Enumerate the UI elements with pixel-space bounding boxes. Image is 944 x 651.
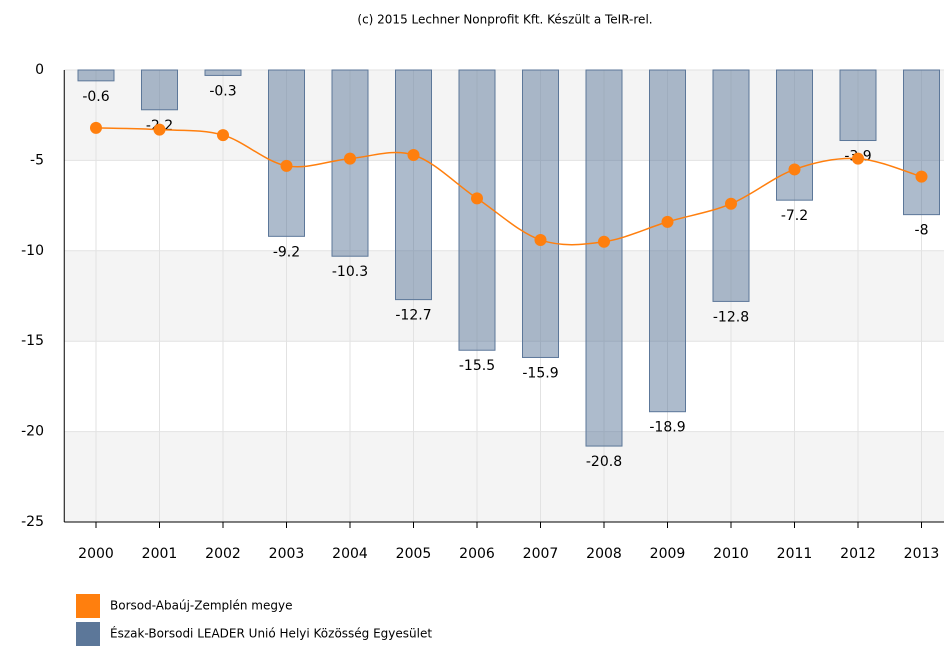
point [852,152,864,165]
y-tick-label: -20 [21,424,44,440]
x-tick-label: 2003 [269,546,305,562]
bar [903,69,940,216]
x-tick-label: 2012 [840,546,876,562]
point [788,163,801,176]
point [153,123,166,136]
legend-swatch [76,622,100,646]
data-label: -20.8 [586,454,622,470]
point [725,197,737,210]
bar [77,69,115,82]
x-tick-label: 2004 [332,546,368,562]
x-tick-label: 2011 [777,546,813,562]
y-tick-label: -25 [21,514,44,530]
point [344,152,356,165]
legend-label: Borsod-Abaúj-Zemplén megye [110,599,292,613]
x-tick-label: 2010 [713,546,749,562]
data-label: -9.2 [273,244,300,260]
bar [522,69,559,358]
x-tick-label: 2009 [650,546,686,562]
x-tick-label: 2008 [586,546,622,562]
bar [776,69,813,201]
point [407,148,420,161]
legend-label: Észak-Borsodi LEADER Unió Helyi Közösség… [110,626,432,641]
data-label: -15.9 [522,365,558,381]
point [598,235,610,248]
bar [268,69,305,237]
y-tick-label: -15 [21,333,44,349]
data-label: -12.7 [395,308,431,324]
bar [141,69,178,111]
bar [395,69,432,301]
point [217,129,229,142]
point [471,192,483,205]
point [90,121,102,134]
plot-band [64,341,944,432]
y-tick-label: -5 [30,152,44,168]
y-tick-label: 0 [35,62,44,78]
bar [458,69,496,351]
plot-band [64,431,944,522]
point [661,215,674,228]
x-tick-label: 2006 [459,546,495,562]
data-label: -12.8 [713,309,749,325]
point [280,159,293,172]
bar [204,69,242,76]
plot-band [64,250,944,342]
bar [649,69,686,413]
data-label: -0.3 [209,83,236,99]
x-tick-label: 2005 [396,546,432,562]
data-label: -18.9 [649,420,685,436]
data-label: -0.6 [82,89,109,105]
x-tick-label: 2000 [78,546,114,562]
bar [585,69,623,447]
y-tick-label: -10 [21,243,44,259]
bar [712,69,750,302]
x-tick-label: 2013 [904,546,940,562]
data-label: -7.2 [781,208,808,224]
data-label: -15.5 [459,358,495,374]
bar [839,69,877,142]
point [915,170,928,183]
x-tick-label: 2007 [523,546,559,562]
chart-title: (c) 2015 Lechner Nonprofit Kft. Készült … [357,13,652,27]
legend-swatch [76,594,100,618]
x-tick-label: 2001 [142,546,178,562]
data-label: -8 [915,223,929,239]
point [534,233,547,246]
x-tick-label: 2002 [205,546,241,562]
data-label: -10.3 [332,264,368,280]
